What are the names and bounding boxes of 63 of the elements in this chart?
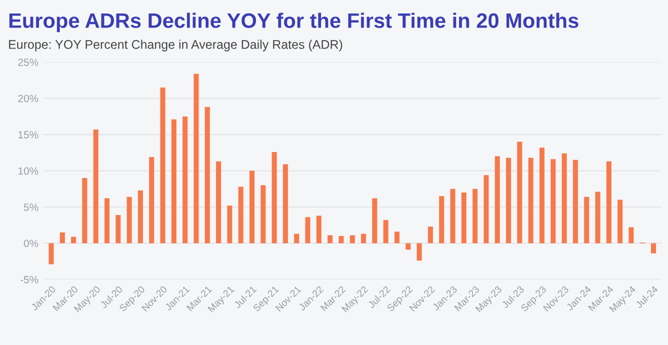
- bar: [216, 161, 222, 244]
- bar: [506, 158, 512, 244]
- bar: [104, 198, 110, 244]
- bar: [182, 116, 188, 244]
- bar: [149, 157, 154, 244]
- bar: [394, 232, 400, 244]
- chart-title: Europe ADRs Decline YOY for the First Time in 20 Months: [9, 12, 578, 32]
- bar: [171, 119, 176, 244]
- bar: [416, 243, 422, 261]
- bar: [472, 188, 478, 244]
- chart-subtitle: Europe: YOY Percent Change in Average Daily Rates (ADR): [9, 40, 342, 52]
- bar: [204, 107, 210, 244]
- bar: [238, 186, 244, 244]
- y-tick-label: 15%: [18, 131, 38, 138]
- bar: [372, 198, 378, 244]
- y-tick-label: 20%: [18, 94, 38, 102]
- bar: [316, 216, 322, 244]
- bar: [572, 160, 578, 244]
- bar: [550, 159, 556, 244]
- bar: [48, 243, 54, 264]
- bar: [528, 158, 534, 244]
- bar: [562, 153, 567, 244]
- bar: [450, 188, 456, 244]
- bar: [294, 234, 300, 244]
- bar: [428, 226, 433, 244]
- bar: [282, 164, 288, 244]
- bar: [618, 200, 623, 244]
- bar: [584, 196, 590, 244]
- bar: [82, 178, 88, 244]
- bar: [484, 175, 489, 244]
- bar: [539, 148, 544, 244]
- bar: [406, 243, 411, 250]
- y-tick-label: 10%: [18, 167, 38, 175]
- bar: [60, 232, 65, 244]
- bar: [439, 196, 444, 244]
- bar: [595, 192, 600, 244]
- bar: [338, 236, 344, 244]
- bar: [606, 161, 612, 244]
- bar: [628, 227, 634, 244]
- bar: [494, 156, 500, 244]
- bar: [272, 152, 277, 244]
- bar: [116, 214, 121, 244]
- bar: [350, 235, 355, 244]
- y-tick-label: 25%: [18, 58, 38, 66]
- bar: [305, 217, 310, 244]
- bar: [383, 220, 388, 244]
- bar: [160, 87, 166, 244]
- bar: [138, 190, 143, 244]
- bar: [227, 206, 232, 244]
- bar: [328, 235, 333, 244]
- y-tick-label: 0%: [24, 240, 38, 248]
- bar: [249, 170, 254, 244]
- bar: [461, 192, 466, 244]
- bar: [517, 142, 522, 244]
- bar: [651, 243, 656, 254]
- y-tick-label: -5%: [20, 276, 38, 284]
- bar: [361, 234, 366, 244]
- y-tick-label: 5%: [24, 204, 38, 211]
- bar: [260, 185, 266, 244]
- bar: [71, 236, 76, 244]
- bar: [194, 74, 199, 244]
- bar: [126, 196, 132, 244]
- bar: [93, 129, 98, 244]
